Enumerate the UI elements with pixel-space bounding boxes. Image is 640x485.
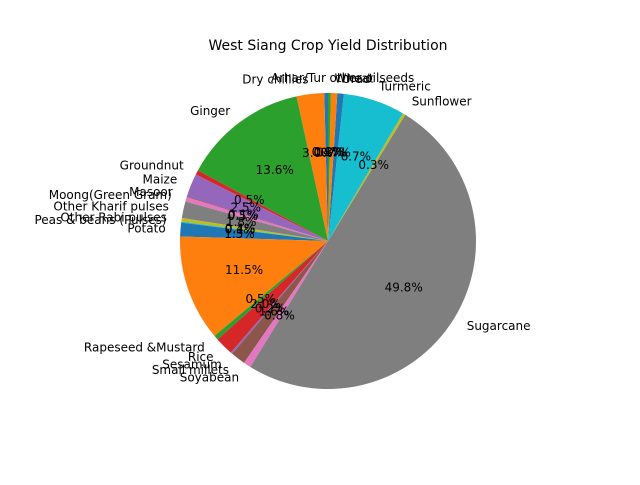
pct-label-sunflower: 0.3% <box>358 158 389 172</box>
pct-label-arhar-tur: 0.4% <box>312 145 343 159</box>
pct-label-masoor: 0.1% <box>228 207 259 221</box>
pct-label-dry-chillies: 3.0% <box>302 146 333 160</box>
pct-label-other-rabi-pulses: 0.4% <box>225 221 256 235</box>
slice-label-groundnut: Groundnut <box>120 159 184 173</box>
pct-label-small-millets: 1.6% <box>259 304 290 318</box>
slice-label-masoor: Masoor <box>129 185 173 199</box>
pie-slice-peas-beans-pulses <box>181 221 328 241</box>
pie-slice-moong-green-gram <box>185 197 328 241</box>
pie-slice-unlabeled-11 <box>180 236 328 336</box>
pct-label-rapeseed-mustard: 0.5% <box>246 292 277 306</box>
pie-slice-maize <box>186 174 328 241</box>
pie-slice-rice <box>217 241 328 353</box>
pie-slice-soyabean <box>244 241 328 367</box>
pie-slice-dry-chillies <box>296 93 328 241</box>
pct-label-potato: 1.5% <box>224 227 255 241</box>
pie-labels: Arhar/Tur 0.4% Dry chillies 3.0% Ginger 13.6%… <box>34 71 530 384</box>
chart-title: West Siang Crop Yield Distribution <box>208 38 447 54</box>
slice-label-ginger: Ginger <box>190 104 230 118</box>
pie-slice-masoor <box>186 196 328 241</box>
slice-label-dry-chillies: Dry chillies <box>242 72 308 86</box>
pie-slice-arhar-tur <box>324 93 328 241</box>
slice-label-maize: Maize <box>142 173 177 187</box>
pie-slice-sugarcane <box>250 114 477 390</box>
pct-label-other-oilseeds: 0.3% <box>314 145 345 159</box>
pie-slice-ginger <box>197 96 328 241</box>
pct-label-wheat: 0.7% <box>316 145 347 159</box>
pie-slice-groundnut <box>195 170 328 241</box>
slice-label-peas-beans-pulses: Peas & beans (Pulses) <box>34 213 166 227</box>
pie-slice-other-kharif-pulses <box>181 201 328 241</box>
slice-label-other-rabi-pulses: Other Rabi pulses <box>60 211 167 225</box>
pie-slice-sesamum <box>230 241 328 354</box>
slice-label-other-kharif-pulses: Other Kharif pulses <box>53 200 168 214</box>
slice-label-turmeric: Turmeric <box>378 79 431 93</box>
pct-label-sugarcane: 49.8% <box>385 280 423 294</box>
pct-label-peas-beans-pulses: 0.1% <box>225 223 256 237</box>
pct-label-unlabeled-11: 11.5% <box>225 263 263 277</box>
pct-label-ginger: 13.6% <box>256 163 294 177</box>
pct-label-turmeric: 6.7% <box>341 150 372 164</box>
pie-slice-urad <box>328 93 344 241</box>
pct-label-urad: 0.7% <box>320 146 351 160</box>
pie-slice-other-rabi-pulses <box>181 217 328 241</box>
pie-slice-small-millets <box>232 241 328 363</box>
slice-label-soyabean: Soyabean <box>180 370 239 384</box>
pct-label-moong-green-gram: 0.5% <box>228 209 259 223</box>
slice-label-rapeseed-mustard: Rapeseed &Mustard <box>84 340 205 354</box>
slice-label-other-oilseeds: other oilseeds <box>330 71 415 85</box>
pct-label-groundnut: 0.5% <box>234 193 265 207</box>
pie-slice-sunflower <box>328 113 406 241</box>
pct-label-sesamum: 0.2% <box>255 301 286 315</box>
pie-slice-rapeseed-mustard <box>214 241 328 340</box>
pct-label-other-kharif-pulses: 1.8% <box>226 215 257 229</box>
pie-slice-turmeric <box>328 93 403 241</box>
pie-slice-potato <box>180 222 328 241</box>
slice-label-urad: Urad <box>342 72 371 86</box>
slice-label-small-millets: Small millets <box>152 363 229 377</box>
slice-label-rice: Rice <box>188 350 214 364</box>
pct-label-soyabean: 0.8% <box>264 308 295 322</box>
slice-label-sunflower: Sunflower <box>412 94 472 108</box>
slice-label-wheat: Wheat <box>335 71 374 85</box>
slice-label-sesamum: Sesamum <box>162 357 222 371</box>
pie-slice-other-oilseeds <box>328 93 331 241</box>
slice-label-sugarcane: Sugarcane <box>467 319 531 333</box>
pct-label-maize: 2.5% <box>231 201 262 215</box>
pie-slice-wheat <box>328 93 338 242</box>
pie-slices <box>180 93 477 390</box>
slice-label-arhar-tur: Arhar/Tur <box>271 71 326 85</box>
slice-label-potato: Potato <box>127 221 165 235</box>
slice-label-moong-green-gram: Moong(Green Gram) <box>49 188 172 202</box>
pct-label-rice: 2.0% <box>250 297 281 311</box>
